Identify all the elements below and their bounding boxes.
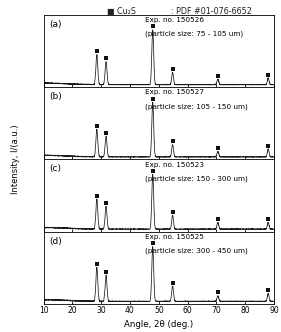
Text: (c): (c) [49, 164, 61, 173]
Text: Intensity, I/(a.u.): Intensity, I/(a.u.) [11, 124, 20, 194]
Text: Exp. no. 150523: Exp. no. 150523 [145, 162, 204, 168]
Text: (particle size: 105 - 150 um): (particle size: 105 - 150 um) [145, 103, 248, 110]
Text: Exp. no. 150526: Exp. no. 150526 [145, 17, 204, 23]
Text: : PDF #01-076-6652: : PDF #01-076-6652 [171, 7, 252, 16]
Text: ■ Cu₂S: ■ Cu₂S [107, 7, 136, 16]
Text: (particle size: 300 - 450 um): (particle size: 300 - 450 um) [145, 247, 248, 254]
Text: Exp. no. 150525: Exp. no. 150525 [145, 234, 204, 240]
Text: (a): (a) [49, 20, 62, 29]
Text: (d): (d) [49, 237, 62, 246]
Text: (particle size: 150 - 300 um): (particle size: 150 - 300 um) [145, 175, 248, 182]
Text: Angle, 2θ (deg.): Angle, 2θ (deg.) [124, 320, 193, 329]
Text: (b): (b) [49, 92, 62, 101]
Text: (particle size: 75 - 105 um): (particle size: 75 - 105 um) [145, 31, 243, 37]
Text: Exp. no. 150527: Exp. no. 150527 [145, 89, 204, 95]
